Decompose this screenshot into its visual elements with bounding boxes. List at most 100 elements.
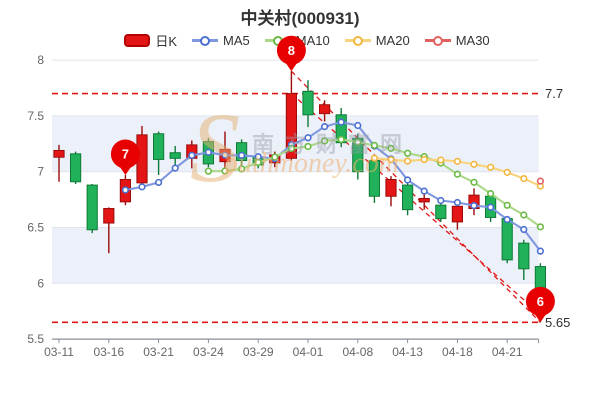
x-axis-label: 03-16 [93,345,124,359]
marker-pin-label: 8 [288,43,295,58]
reference-line-label: 7.7 [545,86,563,101]
ma5-point [470,202,478,210]
ma10-point [487,189,495,198]
candle-body [236,142,248,162]
candle-body [418,197,430,203]
ma20-point [470,160,478,168]
ma5-point [121,186,129,194]
candle-body [501,218,513,261]
candle-body [402,184,414,211]
ma30-legend-marker [424,35,451,46]
ma5-point [171,164,179,172]
y-axis-label: 7.5 [27,109,44,123]
legend-item-ma5[interactable]: MA5 [192,33,250,48]
ma5-point [238,151,246,160]
x-axis-label: 04-08 [342,345,373,359]
ma5-legend-marker [192,35,219,46]
marker-pin-label: 7 [122,147,129,162]
ma10-point [204,167,212,175]
ma5-point [304,134,312,142]
ma10-point [287,144,296,153]
ma20-point [487,163,495,171]
legend-item-ma20[interactable]: MA20 [344,33,410,48]
ma20-point [453,157,462,165]
ma10-point [503,201,511,209]
ma10-point [321,137,329,145]
y-axis-label: 6 [37,276,44,290]
ma5-point [204,148,212,156]
ma5-point [453,198,462,207]
ma10-point [536,223,545,231]
marker-pin [525,286,555,316]
marker-pin-label: 6 [537,294,544,309]
legend-label-ma5: MA5 [223,33,250,48]
ma10-point [453,170,462,178]
candle-body [70,153,82,183]
ma10-point [404,149,412,157]
legend-label-ma20: MA20 [375,33,410,48]
ma5-point [420,187,428,195]
kline-legend-swatch [124,34,151,47]
ma10-point [238,165,246,173]
candle-body [169,152,181,159]
ma5-point [321,123,329,131]
x-axis-label: 04-01 [293,345,324,359]
reference-line-label: 5.65 [545,315,570,330]
ma5-point [337,118,345,126]
candle-body [451,205,463,223]
ma5-point [221,151,229,159]
candle-body [302,90,314,116]
ma20-point [387,156,395,164]
candle-body [53,149,65,158]
ma20-point [420,155,428,164]
candle-body [435,204,447,220]
ma20-legend-marker [344,35,371,46]
ma5-point [155,178,163,187]
y-axis-label: 7 [37,165,44,179]
page-title: 中关村(000931) [240,9,360,28]
x-axis-label: 03-24 [193,345,224,359]
ma10-point [271,153,279,161]
candle-body [153,133,165,160]
legend-item-ma30[interactable]: MA30 [424,33,490,48]
ma10-point [520,211,528,219]
y-axis-label: 6.5 [27,221,44,235]
ma20-point [520,174,528,183]
x-axis-label: 03-11 [44,345,74,359]
legend-item-kline[interactable]: 日K [124,31,177,50]
ma10-point [387,144,395,152]
ma5-point [503,215,511,224]
legend-label-kline: 日K [155,34,178,49]
x-axis-label: 04-18 [442,345,473,359]
ma20-point [437,156,445,164]
ma5-point [138,183,146,191]
ma20-point [370,154,379,162]
trend-dashed-line [290,70,541,323]
ma10-point [254,158,262,167]
trend-dashed-line [290,93,541,316]
x-axis-label: 04-21 [492,345,523,359]
ma5-point [437,196,445,205]
ma5-point [536,247,545,255]
ma5-point [354,121,362,130]
ma20-point [503,168,511,176]
ma5-point [520,225,528,234]
ma10-point [370,141,379,149]
ma5-point [188,151,196,160]
y-axis-label: 5.5 [27,332,44,346]
candle-body [352,137,364,173]
candle-body [368,160,380,197]
ma10-point [337,135,345,144]
x-axis-label: 04-13 [392,345,423,359]
ma20-point [404,157,412,165]
candle-body [319,104,331,115]
y-axis-label: 8 [37,53,44,67]
ma10-point [354,138,362,146]
candle-body [518,242,530,270]
ma10-point [304,142,312,151]
x-axis-label: 03-21 [143,345,174,359]
marker-pin [276,35,306,65]
marker-pin [110,139,140,169]
